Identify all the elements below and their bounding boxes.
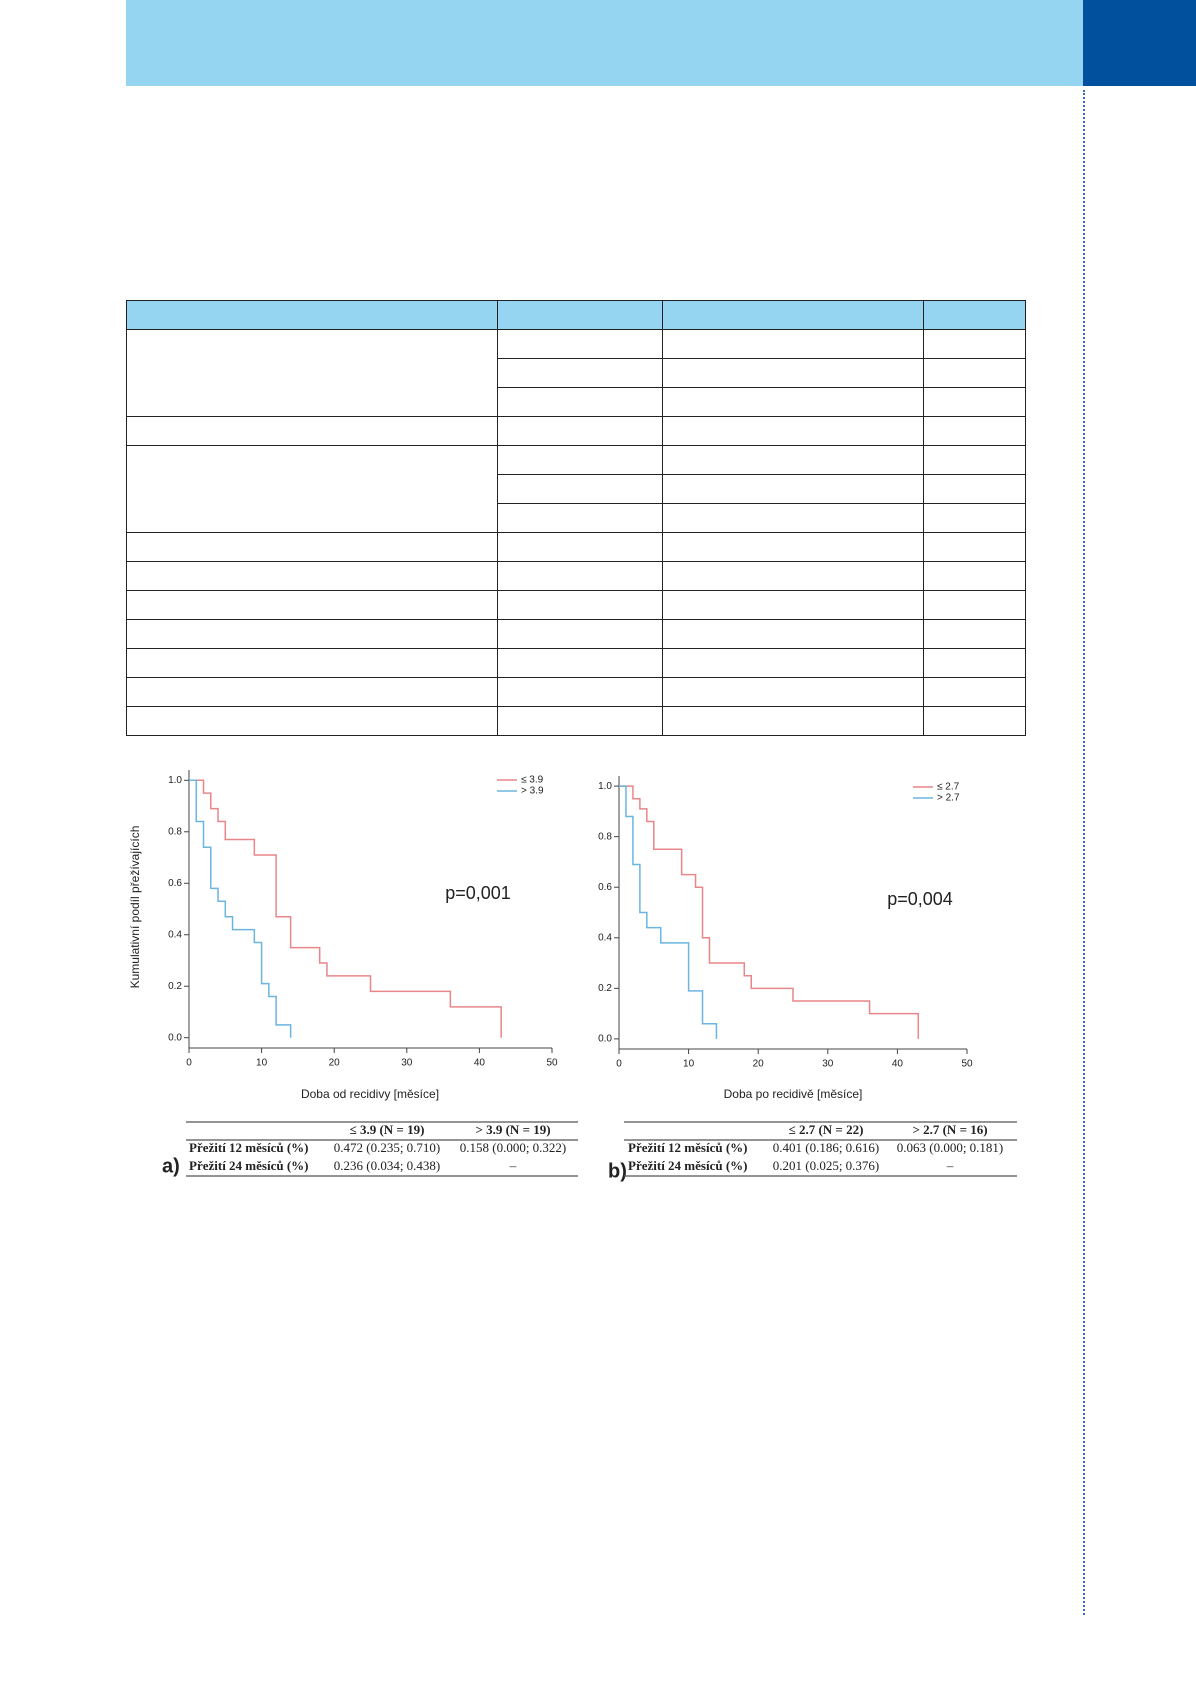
y-tick-label: 0.0 [168,1032,182,1043]
row-label: Přežití 24 měsíců (%) [189,1158,308,1173]
x-axis-label: Doba od recidivy [měsíce] [301,1087,439,1101]
panel-label: b) [608,1160,627,1182]
table-header: ≤ 2.7 (N = 22) [789,1122,864,1137]
header-band [126,0,1083,86]
header-corner [1083,0,1196,86]
table-cell: 0.472 (0.235; 0.710) [334,1140,441,1155]
table-cell: 0.401 (0.186; 0.616) [773,1140,880,1155]
y-axis-label: Kumulativní podíl přežívajících [128,826,142,989]
legend-label: ≤ 2.7 [937,782,960,793]
x-tick-label: 10 [256,1058,268,1069]
margin-rule [1083,90,1085,1615]
x-tick-label: 40 [474,1058,486,1069]
y-tick-label: 0.6 [168,878,182,889]
row-label: Přežití 24 měsíců (%) [628,1158,747,1173]
x-tick-label: 50 [546,1058,558,1069]
x-tick-label: 0 [616,1059,622,1070]
x-tick-label: 10 [683,1059,695,1070]
table-cell: 0.201 (0.025; 0.376) [773,1158,880,1173]
legend-label: > 3.9 [521,786,544,797]
row-label: Přežití 12 měsíců (%) [189,1140,308,1155]
x-axis-label: Doba po recidivě [měsíce] [724,1087,863,1101]
x-tick-label: 20 [753,1059,765,1070]
table-header: > 2.7 (N = 16) [912,1122,987,1137]
legend-label: ≤ 3.9 [521,775,544,786]
y-tick-label: 0.4 [168,929,182,940]
survival-curve [189,779,502,1038]
y-tick-label: 0.4 [598,932,612,943]
y-tick-label: 0.6 [598,882,612,893]
p-value: p=0,001 [445,883,511,903]
survival-curve [619,785,920,1039]
x-tick-label: 40 [892,1059,904,1070]
y-tick-label: 0.2 [598,983,612,994]
empty-table [126,300,1026,736]
table-cell: – [509,1158,517,1173]
y-tick-label: 0.2 [168,981,182,992]
y-tick-label: 0.0 [598,1034,612,1045]
x-tick-label: 50 [961,1059,973,1070]
y-tick-label: 1.0 [168,775,182,786]
y-tick-label: 0.8 [168,826,182,837]
table-header: ≤ 3.9 (N = 19) [350,1122,425,1137]
y-tick-label: 1.0 [598,781,612,792]
table-cell: 0.236 (0.034; 0.438) [334,1158,441,1173]
table-header: > 3.9 (N = 19) [475,1122,550,1137]
panel-label: a) [162,1155,180,1177]
y-tick-label: 0.8 [598,831,612,842]
survival-curve [619,785,718,1039]
p-value: p=0,004 [887,889,953,909]
table-cell: 0.158 (0.000; 0.322) [460,1140,567,1155]
survival-curve [189,779,292,1038]
row-label: Přežití 12 měsíců (%) [628,1140,747,1155]
x-tick-label: 20 [329,1058,341,1069]
legend-label: > 2.7 [937,793,960,804]
table-cell: – [946,1158,954,1173]
x-tick-label: 0 [186,1058,192,1069]
table-cell: 0.063 (0.000; 0.181) [897,1140,1004,1155]
x-tick-label: 30 [822,1059,834,1070]
x-tick-label: 30 [401,1058,413,1069]
